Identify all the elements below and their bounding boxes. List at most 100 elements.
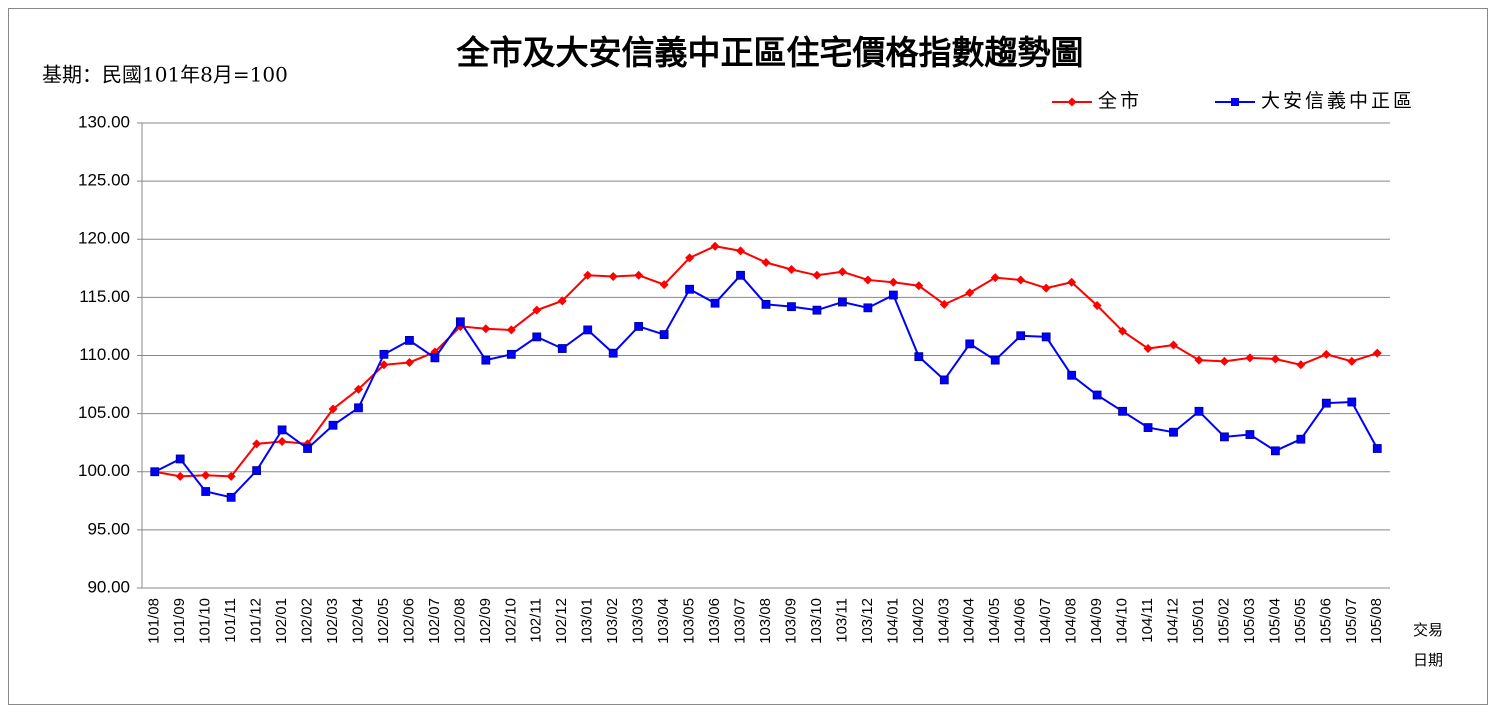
x-tick-label: 103/06	[706, 598, 723, 644]
x-tick-label: 104/03	[935, 598, 952, 644]
data-point	[965, 339, 975, 349]
data-point	[1270, 354, 1280, 364]
data-point	[506, 325, 516, 335]
x-tick-label: 104/07	[1037, 598, 1054, 644]
legend-marker	[1231, 98, 1239, 106]
data-point	[659, 280, 669, 290]
y-tick-label: 115.00	[79, 287, 130, 306]
y-tick-label: 100.00	[78, 461, 130, 480]
x-tick-label: 103/11	[833, 598, 850, 643]
data-point	[252, 466, 262, 475]
x-tick-label: 103/07	[731, 598, 748, 644]
data-point	[608, 348, 618, 358]
data-point	[226, 492, 236, 502]
x-tick-label: 104/08	[1063, 598, 1080, 644]
data-point	[965, 288, 975, 298]
x-tick-label: 102/11	[528, 598, 545, 643]
x-tick-label: 103/03	[630, 598, 647, 644]
data-point	[583, 270, 593, 280]
data-point	[481, 324, 491, 334]
data-point	[175, 471, 185, 481]
x-tick-label: 101/08	[146, 598, 163, 644]
data-point	[812, 270, 822, 280]
x-tick-label: 102/03	[324, 598, 341, 644]
x-tick-label: 105/06	[1317, 598, 1334, 644]
data-point	[532, 305, 542, 315]
data-point	[608, 271, 618, 281]
x-tick-label: 103/12	[859, 598, 876, 644]
data-point	[1372, 348, 1382, 358]
x-tick-label: 102/08	[451, 598, 468, 644]
data-point	[328, 404, 338, 414]
data-point	[837, 267, 847, 277]
data-point	[481, 355, 491, 365]
data-point	[328, 420, 338, 430]
data-point	[786, 264, 796, 274]
data-point	[1194, 355, 1204, 365]
x-tick-label: 104/04	[961, 598, 978, 644]
data-point	[252, 439, 262, 449]
data-point	[1347, 397, 1357, 407]
x-tick-label: 104/02	[910, 598, 927, 644]
data-point	[1118, 326, 1128, 336]
x-tick-label: 101/10	[197, 598, 214, 644]
x-tick-label: 105/07	[1343, 598, 1360, 644]
x-tick-label: 101/12	[248, 598, 265, 644]
data-point	[710, 241, 720, 251]
data-point	[634, 270, 644, 280]
legend-label: 全市	[1098, 90, 1142, 112]
y-tick-label: 110.00	[79, 345, 130, 364]
data-point	[914, 281, 924, 291]
y-tick-label: 120.00	[78, 229, 130, 248]
data-point	[1347, 356, 1357, 366]
data-point	[430, 353, 440, 363]
data-point	[201, 487, 211, 496]
x-tick-label: 102/01	[273, 598, 290, 644]
data-point	[455, 317, 465, 327]
chart-subtitle: 基期：民國101年8月=100	[42, 63, 288, 87]
data-point	[1016, 331, 1026, 341]
data-point	[634, 322, 644, 331]
data-point	[1118, 406, 1127, 416]
data-point	[1092, 390, 1102, 400]
x-tick-label: 103/02	[604, 598, 621, 644]
x-tick-label: 104/12	[1164, 598, 1181, 644]
x-axis-label: 交易	[1413, 621, 1443, 639]
data-point	[1016, 275, 1026, 285]
data-point	[1270, 446, 1280, 456]
data-point	[710, 298, 720, 308]
x-tick-label: 102/07	[426, 598, 443, 644]
data-point	[787, 302, 796, 312]
data-point	[736, 270, 745, 280]
y-tick-label: 130.00	[78, 112, 130, 131]
data-point	[1296, 360, 1306, 370]
chart-title: 全市及大安信義中正區住宅價格指數趨勢圖	[456, 33, 1084, 72]
y-tick-label: 90.00	[87, 577, 130, 596]
data-point	[1041, 332, 1051, 342]
x-tick-label: 101/09	[171, 598, 188, 644]
data-point	[354, 403, 363, 413]
x-tick-label: 102/06	[400, 598, 417, 644]
x-tick-label: 102/02	[299, 598, 316, 644]
data-point	[557, 344, 567, 353]
x-tick-label: 105/03	[1241, 598, 1258, 644]
x-tick-label: 102/10	[502, 598, 519, 644]
data-point	[1296, 434, 1306, 444]
data-point	[405, 335, 414, 345]
data-point	[863, 275, 873, 285]
data-point	[557, 296, 567, 306]
data-point	[939, 299, 949, 309]
data-point	[379, 349, 389, 359]
data-point	[1169, 427, 1178, 437]
data-point	[939, 375, 949, 385]
x-tick-label: 105/04	[1266, 598, 1283, 644]
data-point	[1067, 370, 1077, 380]
x-tick-label: 102/05	[375, 598, 392, 644]
data-point	[1092, 301, 1102, 311]
data-point	[404, 357, 414, 367]
data-point	[1321, 349, 1331, 359]
data-point	[685, 284, 694, 294]
data-point	[201, 470, 211, 480]
data-point	[914, 352, 924, 362]
